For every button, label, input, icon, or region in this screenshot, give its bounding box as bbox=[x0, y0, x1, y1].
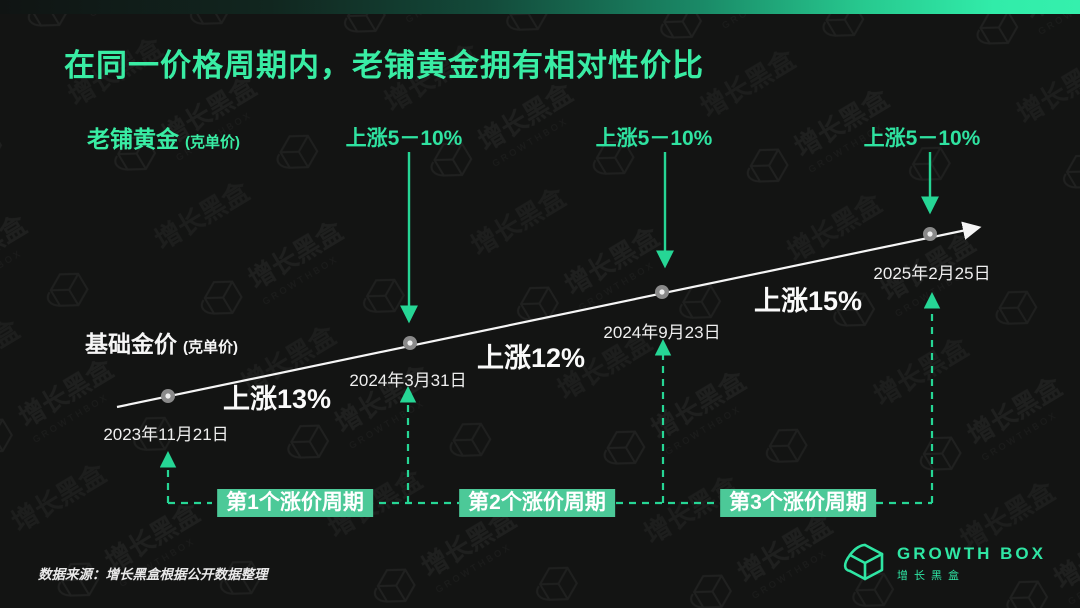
date-label-1: 2023年11月21日 bbox=[103, 425, 229, 444]
date-label-4: 2025年2月25日 bbox=[873, 264, 991, 283]
top-accent-bar bbox=[0, 0, 1080, 14]
date-label-3: 2024年9月23日 bbox=[603, 323, 721, 342]
data-point-dot-3 bbox=[655, 285, 669, 299]
laopu-rise-label-2: 上涨5－10% bbox=[595, 127, 713, 150]
segment-rise-label-1: 上涨13% bbox=[222, 384, 332, 414]
laopu-rise-label-3: 上涨5－10% bbox=[863, 127, 981, 150]
laopu-rise-label-1: 上涨5－10% bbox=[345, 127, 463, 150]
base-series-unit: (克单价) bbox=[183, 339, 238, 356]
source-note: 数据来源：增长黑盒根据公开数据整理 bbox=[38, 567, 268, 582]
laopu-series-name: 老铺黄金 bbox=[87, 126, 179, 152]
cycle-label-1: 第1个涨价周期 bbox=[217, 489, 373, 517]
laopu-series-label: 老铺黄金 (克单价) bbox=[87, 120, 240, 154]
cycle-label-3: 第3个涨价周期 bbox=[720, 489, 876, 517]
data-point-dot-4 bbox=[923, 227, 937, 241]
laopu-series-unit: (克单价) bbox=[185, 134, 240, 151]
cycle-label-2: 第2个涨价周期 bbox=[459, 489, 615, 517]
data-point-dot-1 bbox=[161, 389, 175, 403]
base-series-name: 基础金价 bbox=[85, 331, 177, 357]
brand-subname: 增长黑盒 bbox=[897, 569, 965, 582]
segment-rise-label-3: 上涨15% bbox=[753, 286, 863, 316]
base-series-label: 基础金价 (克单价) bbox=[85, 325, 238, 359]
brand-name: GROWTH BOX bbox=[897, 543, 1046, 563]
segment-rise-label-2: 上涨12% bbox=[476, 343, 586, 373]
date-label-2: 2024年3月31日 bbox=[349, 371, 467, 390]
page-title: 在同一价格周期内，老铺黄金拥有相对性价比 bbox=[64, 48, 704, 83]
growthbox-cube-icon bbox=[843, 543, 884, 581]
brand-logo: GROWTH BOX 增长黑盒 bbox=[841, 540, 1046, 586]
brand-text-block: GROWTH BOX 增长黑盒 bbox=[897, 544, 1046, 583]
data-point-dot-2 bbox=[403, 336, 417, 350]
